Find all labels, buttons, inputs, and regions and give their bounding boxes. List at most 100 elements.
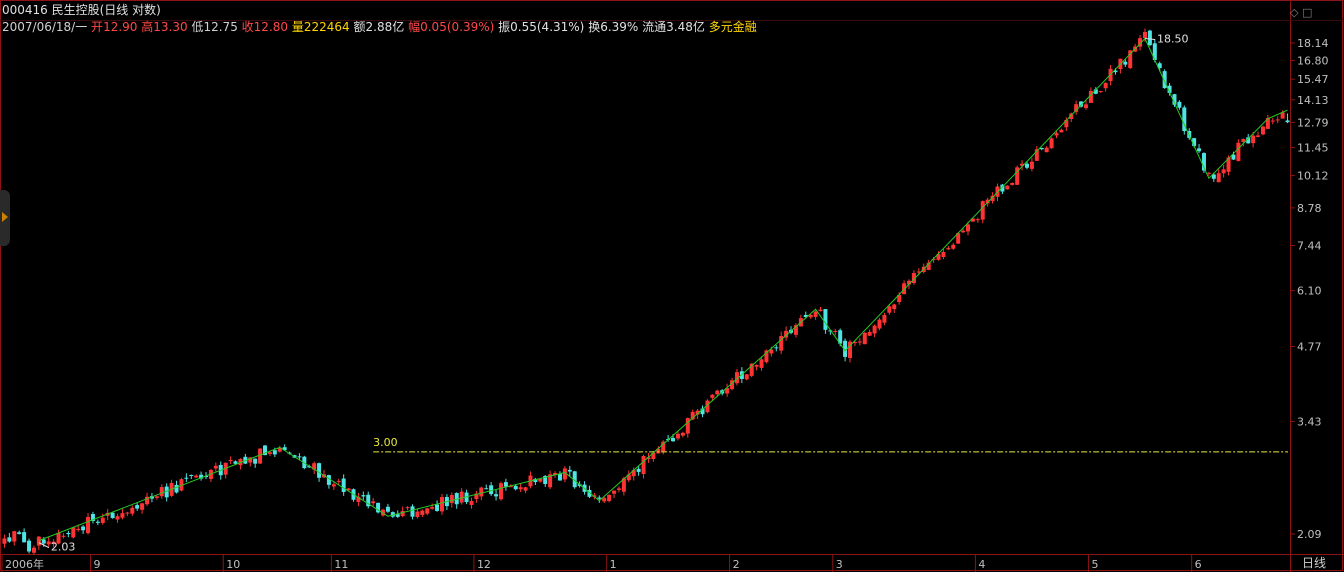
candle-137 <box>675 430 680 441</box>
amplitude-label: 振 <box>498 20 511 34</box>
candle-101 <box>498 481 503 501</box>
candle-body-20 <box>100 517 105 523</box>
candle-body-195 <box>961 230 966 233</box>
candle-body-232 <box>1142 31 1147 39</box>
candle-220 <box>1083 100 1088 110</box>
candle-142 <box>700 405 705 418</box>
candle-46 <box>228 456 233 464</box>
candle-259 <box>1275 116 1280 124</box>
candle-254 <box>1251 132 1256 148</box>
candle-body-220 <box>1083 104 1088 109</box>
candle-145 <box>715 389 720 397</box>
candle-124 <box>612 490 617 499</box>
x-tick-label-3: 11 <box>334 558 348 571</box>
x-tick-label-10: 6 <box>1195 558 1202 571</box>
candle-129 <box>636 465 641 476</box>
candle-body-191 <box>941 251 946 257</box>
candle-180 <box>887 303 892 315</box>
candle-body-13 <box>66 532 71 535</box>
candle-body-112 <box>553 473 558 475</box>
candle-151 <box>744 373 749 381</box>
candle-78 <box>385 503 390 513</box>
candle-body-228 <box>1123 61 1128 65</box>
sector-tag[interactable]: 多元金融 <box>708 20 757 34</box>
low-label: 低 <box>191 20 204 34</box>
candle-body-79 <box>390 512 395 517</box>
y-tick-label-2: 15.47 <box>1297 73 1329 86</box>
candle-body-14 <box>71 527 76 538</box>
candle-body-204 <box>1005 185 1010 190</box>
candle-body-133 <box>656 448 661 454</box>
candle-222 <box>1093 87 1098 95</box>
open-label: 开 <box>91 20 104 34</box>
candle-body-250 <box>1231 154 1236 160</box>
candle-93 <box>459 488 464 505</box>
candle-body-91 <box>449 495 454 504</box>
candle-body-54 <box>267 452 272 455</box>
candle-body-114 <box>562 468 567 480</box>
candle-70 <box>346 487 351 491</box>
quote-date: 2007/06/18/一 <box>2 20 88 34</box>
candle-body-184 <box>907 280 912 285</box>
candle-165 <box>813 310 818 320</box>
candle-body-109 <box>538 478 543 482</box>
candle-body-205 <box>1010 182 1015 185</box>
candle-body-121 <box>597 497 602 499</box>
candle-42 <box>208 468 213 482</box>
candle-1 <box>7 532 12 543</box>
candle-208 <box>1024 161 1029 170</box>
window-controls: ◇ □ <box>1290 6 1312 19</box>
candle-body-86 <box>425 508 430 514</box>
candle-body-248 <box>1221 169 1226 174</box>
candle-body-74 <box>366 494 371 507</box>
candle-188 <box>926 259 931 271</box>
candle-149 <box>734 368 739 386</box>
candle-body-100 <box>494 494 499 497</box>
candle-147 <box>725 383 730 397</box>
period-label[interactable]: 日线 <box>1302 556 1327 570</box>
candle-212 <box>1044 146 1049 153</box>
candle-114 <box>562 466 567 483</box>
candle-body-154 <box>759 359 764 368</box>
candle-25 <box>125 511 130 516</box>
candle-body-141 <box>695 410 700 415</box>
candle-body-190 <box>936 254 941 260</box>
candle-body-185 <box>911 273 916 284</box>
candle-body-75 <box>371 501 376 504</box>
annotation-label-0: 2.03 <box>51 541 75 554</box>
candle-19 <box>95 519 100 526</box>
candle-108 <box>533 477 538 485</box>
candle-228 <box>1123 59 1128 68</box>
candle-body-156 <box>769 349 774 354</box>
candle-body-242 <box>1192 138 1197 147</box>
candle-body-8 <box>41 539 46 544</box>
candle-body-41 <box>204 476 209 478</box>
candle-43 <box>213 462 218 472</box>
candle-body-147 <box>725 388 730 394</box>
side-panel-toggle[interactable] <box>0 190 10 246</box>
candles <box>2 28 1290 555</box>
candle-body-148 <box>730 380 735 389</box>
diamond-icon[interactable]: ◇ <box>1290 6 1299 19</box>
candle-217 <box>1069 112 1074 123</box>
square-icon[interactable]: □ <box>1301 6 1313 19</box>
candle-6 <box>31 545 36 555</box>
candle-37 <box>184 473 189 483</box>
candle-body-178 <box>877 319 882 329</box>
candle-body-102 <box>503 482 508 487</box>
candle-body-38 <box>189 475 194 477</box>
candle-3 <box>17 530 22 535</box>
candle-body-236 <box>1162 71 1167 89</box>
candle-body-172 <box>848 341 853 358</box>
candle-body-180 <box>887 306 892 313</box>
candle-13 <box>66 530 71 538</box>
candle-127 <box>626 470 631 483</box>
x-tick-label-1: 9 <box>93 558 100 571</box>
candle-body-182 <box>897 294 902 303</box>
candle-body-70 <box>346 488 351 491</box>
candle-81 <box>400 506 405 518</box>
candle-body-128 <box>631 470 636 477</box>
candle-body-238 <box>1172 94 1177 105</box>
candle-243 <box>1197 144 1202 154</box>
